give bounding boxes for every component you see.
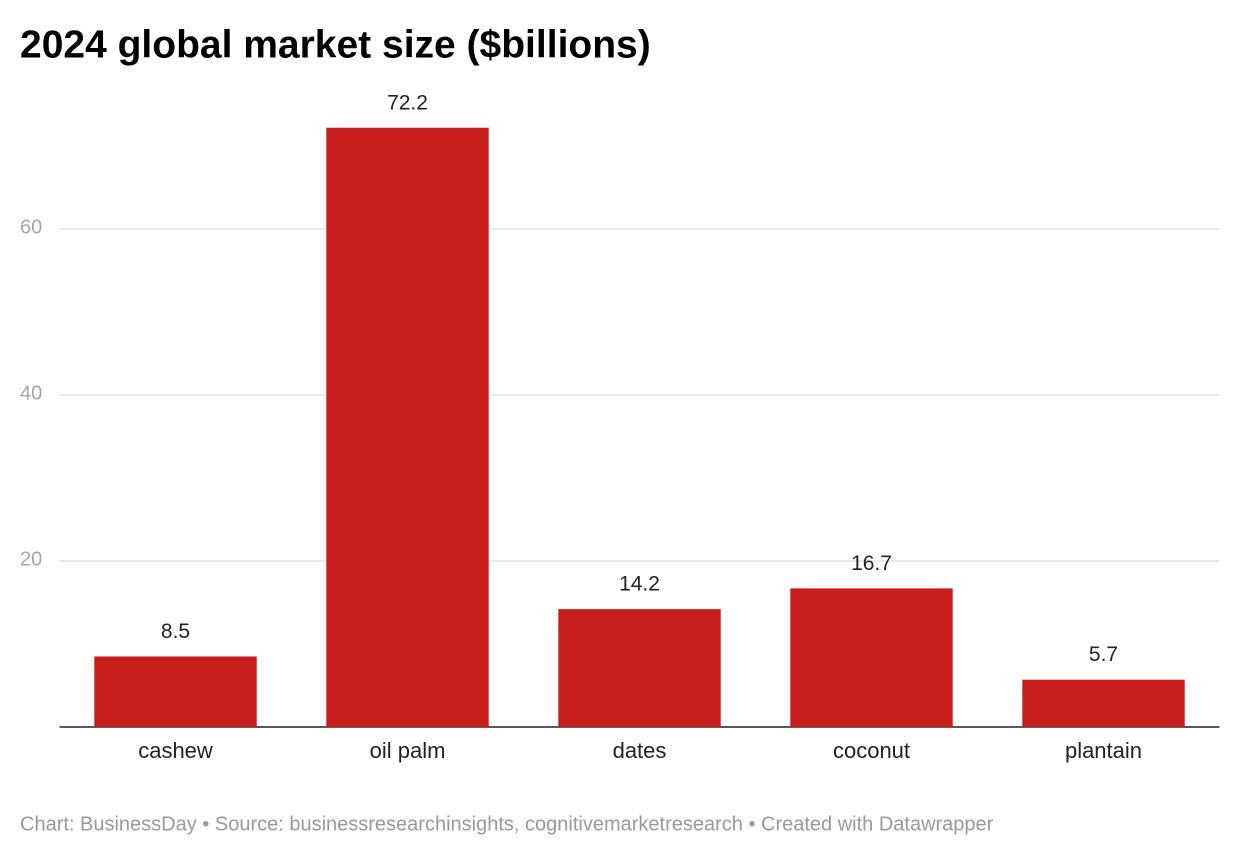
bar — [94, 656, 257, 727]
x-tick-label: coconut — [833, 738, 910, 763]
value-label: 72.2 — [387, 91, 428, 114]
chart-title: 2024 global market size ($billions) — [20, 23, 651, 66]
x-tick-label: dates — [613, 738, 667, 763]
bar — [1022, 679, 1185, 727]
y-tick-label: 20 — [20, 548, 42, 570]
value-label: 14.2 — [619, 573, 660, 596]
bar — [326, 127, 489, 728]
x-tick-label: plantain — [1065, 738, 1142, 763]
x-tick-label: oil palm — [370, 738, 446, 763]
bar — [790, 588, 953, 727]
y-tick-label: 40 — [20, 382, 42, 404]
value-label: 5.7 — [1089, 643, 1118, 666]
x-tick-label: cashew — [138, 738, 213, 763]
value-label: 8.5 — [161, 620, 190, 643]
value-label: 16.7 — [851, 552, 892, 575]
y-tick-label: 60 — [20, 216, 42, 238]
footer: Chart: BusinessDay • Source: businessres… — [20, 813, 994, 835]
bar — [558, 609, 721, 727]
